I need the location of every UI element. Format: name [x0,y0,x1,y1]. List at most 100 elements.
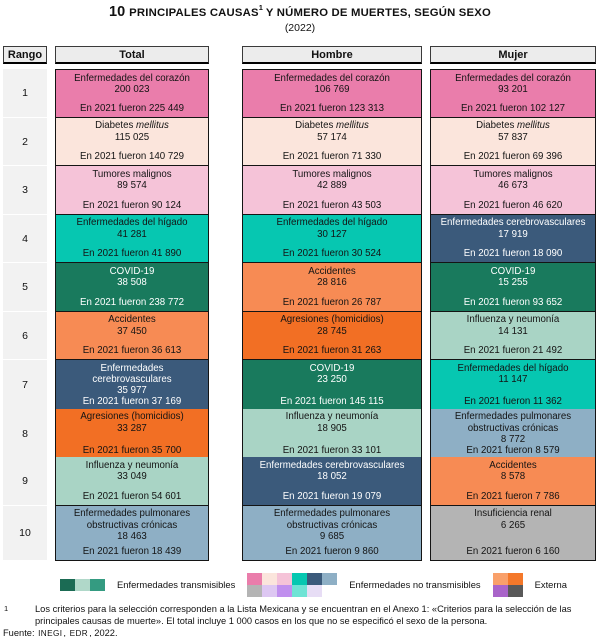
footnote-marker: 1 [4,603,9,613]
deaths-value: 35 977 [117,385,147,397]
deaths-value: 30 127 [317,228,347,240]
cause-name: Agresiones (homicidios) [80,411,184,423]
table-row: 8 Agresiones (homicidios) 33 287 En 2021 fu… [3,408,597,460]
prev-year-note: En 2021 fueron 19 079 [282,490,382,502]
prev-year-note: En 2021 fueron 33 101 [282,444,382,456]
cause-cell: Diabetes mellitus 57 174 En 2021 fueron 71… [242,117,422,167]
source-abbr-edr: EDR [69,629,89,637]
source-tail: , 2022. [89,628,118,637]
cause-cell: Enfermedades del corazón 200 023 En 2021 f… [55,69,209,118]
cause-cell: Tumores malignos 42 889 En 2021 fueron 43 … [242,166,422,215]
legend-swatch [277,572,293,585]
prev-year-note: En 2021 fueron 8 579 [466,444,560,456]
cause-name: Enfermedades pulmonares obstructivas cró… [454,411,572,434]
prev-year-note: En 2021 fueron 6 160 [466,545,560,557]
legend-swatch [292,584,308,597]
prev-year-note: En 2021 fueron 93 652 [463,296,563,308]
rank-cell: 9 [3,457,47,505]
cause-name: Enfermedades del hígado [76,217,188,229]
rank-cell: 8 [3,408,47,459]
legend-swatch [90,578,105,591]
cause-name: Enfermedades pulmonares obstructivas cró… [73,508,191,531]
deaths-value: 89 574 [117,180,147,191]
legend-label: Enfermedades transmisibles [117,579,236,591]
prev-year-note: En 2021 fueron 225 449 [80,102,184,114]
prev-year-note: En 2021 fueron 30 524 [282,248,382,260]
legend-swatch [492,572,508,585]
rank-cell: 4 [3,214,47,263]
prev-year-note: En 2021 fueron 7 786 [466,490,560,502]
cause-name: Enfermedades cerebrovasculares [440,217,586,229]
cause-name: Enfermedades del corazón [455,72,571,84]
deaths-value: 15 255 [498,277,528,288]
legend-label: Externa [534,579,567,591]
cause-cell: Enfermedades cerebrovasculares 35 977 En 2… [55,360,209,412]
cause-name: Influenza y neumonía [466,314,560,326]
table-row: 1 Enfermedades del corazón 200 023 En 2021 … [3,69,597,118]
table-row: 6 Accidentes 37 450 En 2021 fueron 36 613 Ag… [3,311,597,361]
prev-year-note: En 2021 fueron 37 169 [82,396,182,408]
cause-name: Enfermedades cerebrovasculares [92,362,172,385]
prev-year-note: En 2021 fueron 54 601 [82,490,182,502]
cause-cell: Enfermedades del hígado 30 127 En 2021 fue… [242,214,422,264]
table-row: 10 Enfermedades pulmonares obstructivas c… [3,505,597,561]
deaths-value: 28 745 [317,325,347,337]
cause-cell: Accidentes 8 578 En 2021 fueron 7 786 [430,457,596,506]
deaths-value: 93 201 [498,84,528,95]
cause-name: Influenza y neumonía [285,411,379,423]
legend-swatch [307,584,323,597]
cause-name: Diabetes mellitus [295,120,369,132]
legend-swatch-row [60,578,105,591]
prev-year-note: En 2021 fueron 18 090 [463,248,563,260]
cause-cell: Influenza y neumonía 18 905 En 2021 fueron… [242,408,422,460]
cause-name: Enfermedades cerebrovasculares [259,459,405,471]
deaths-value: 8 578 [500,471,526,482]
legend-swatch-grid [492,572,523,597]
prev-year-note: En 2021 fueron 46 620 [463,199,563,211]
deaths-value: 38 508 [117,277,147,288]
cause-cell: Agresiones (homicidios) 28 745 En 2021 fue… [242,311,422,361]
legend-item: Externa [492,572,567,597]
cause-name: Agresiones (homicidios) [280,314,384,326]
legend-swatch [492,584,508,597]
title-number: 10 [109,4,126,20]
deaths-value: 42 889 [317,180,347,191]
legend-item: Enfermedades transmisibles [60,578,236,591]
legend-swatch [262,584,278,597]
deaths-value: 6 265 [500,519,526,531]
legend-swatch [60,578,75,591]
deaths-value: 41 281 [117,228,147,240]
legend: Enfermedades transmisibles Enfermedades n… [60,572,594,597]
legend-swatch [262,572,278,585]
legend-swatch [322,572,338,585]
cause-name: Accidentes [489,459,537,471]
cause-name: Diabetes mellitus [476,120,550,132]
cause-cell: Accidentes 37 450 En 2021 fueron 36 613 [55,311,209,361]
legend-swatch [247,572,263,585]
legend-swatch [277,584,293,597]
title-main: PRINCIPALES CAUSAS [129,7,259,19]
prev-year-note: En 2021 fueron 11 362 [464,396,562,408]
table-header-row: Rango Total Hombre Mujer [3,46,597,65]
title-footnote-marker: 1 [258,2,263,12]
legend-swatch [507,584,523,597]
deaths-value: 57 174 [317,131,347,143]
cause-name: Accidentes [308,265,356,277]
cause-name: COVID-19 [309,362,355,374]
title-line: 10 PRINCIPALES CAUSAS1 Y NÚMERO DE MUERTES… [0,3,600,21]
cause-cell: Accidentes 28 816 En 2021 fueron 26 787 [242,263,422,312]
prev-year-note: En 2021 fueron 71 330 [282,151,382,163]
prev-year-note: En 2021 fueron 43 503 [282,199,382,211]
legend-swatch [292,572,308,585]
cause-cell: Enfermedades del corazón 106 769 En 2021 f… [242,69,422,118]
cause-cell: Insuficiencia renal 6 265 En 2021 fueron 6… [430,505,596,561]
prev-year-note: En 2021 fueron 238 772 [80,296,184,308]
cause-cell: Enfermedades pulmonares obstructivas cró… [242,505,422,561]
prev-year-note: En 2021 fueron 123 313 [280,102,384,114]
legend-swatch-grid [247,572,338,597]
legend-swatch-row [247,572,338,585]
deaths-value: 115 025 [114,131,150,143]
deaths-value: 57 837 [498,131,528,143]
legend-swatch-row [247,584,337,597]
legend-swatch [507,572,523,585]
